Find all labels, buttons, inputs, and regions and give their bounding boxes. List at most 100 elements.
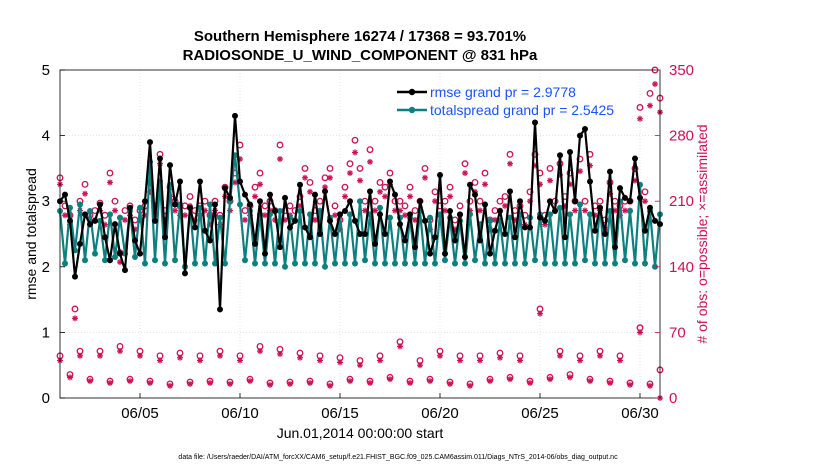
rmse-point [527,224,533,231]
rmse-point [367,188,373,195]
rmse-point [637,194,643,201]
y-axis-left: 0 1 2 3 4 5 [42,62,65,407]
obs-assimilated-point [217,352,223,359]
totalspread-point [542,260,548,267]
obs-possible-point [641,188,649,196]
totalspread-point [202,260,208,267]
obs-assimilated-point [347,170,353,177]
obs-assimilated-point [227,380,233,387]
rmse-point [232,112,238,119]
rmse-point [462,253,468,260]
rmse-point [467,181,473,188]
rmse-point [112,221,118,228]
totalspread-point [172,257,178,264]
obs-assimilated-point [367,158,373,165]
totalspread-point [342,260,348,267]
obs-assimilated-point [82,190,88,197]
obs-assimilated-point [537,310,543,317]
rmse-point [312,191,318,198]
rmse-point [347,198,353,205]
totalspread-point [372,260,378,267]
totalspread-point [142,260,148,267]
totalspread-point [312,260,318,267]
obs-assimilated-point [197,357,203,364]
rmse-point [362,231,368,237]
rmse-point [317,231,323,237]
obs-assimilated-point [377,357,383,364]
totalspread-point [217,214,223,221]
x-tick-label: 06/20 [421,405,459,422]
x-tick-label: 06/05 [121,405,159,422]
obs-assimilated-point [107,179,113,186]
obs-assimilated-point [167,382,173,389]
obs-assimilated-point [637,115,643,122]
obs-assimilated-point [287,380,293,387]
obs-assimilated-point [382,193,388,200]
totalspread-point [62,260,68,267]
totalspread-point [412,260,418,267]
rmse-point [352,217,358,224]
rmse-point [387,178,393,185]
obs-possible-point [401,202,409,210]
obs-possible-point [501,193,509,200]
totalspread-point [612,260,618,267]
obs-possible-point [366,146,374,154]
totalspread-point [207,201,213,208]
rmse-point [92,217,98,224]
rmse-point [127,204,133,211]
rmse-point [252,240,258,247]
totalspread-point [492,260,498,267]
rmse-point [62,191,68,198]
rmse-point [147,139,153,146]
rmse-point [292,217,298,224]
legend: rmse grand pr = 2.9778 totalspread grand… [397,84,614,118]
totalspread-point [592,260,598,267]
rmse-point [392,191,398,198]
obs-possible-point [526,188,534,196]
obs-assimilated-point [587,378,593,385]
obs-possible-point [476,197,484,205]
obs-assimilated-point [247,378,253,385]
rmse-point [647,204,653,211]
y-left-tick-label: 5 [42,62,50,79]
obs-assimilated-point [357,362,363,369]
obs-assimilated-point [447,380,453,387]
rmse-point [377,211,383,218]
obs-possible-point [456,202,464,210]
obs-assimilated-point [327,174,333,181]
obs-possible-point [646,89,654,97]
obs-possible-point [376,179,384,186]
y-right-tick-label: 210 [669,193,694,210]
obs-assimilated-point [597,352,603,359]
rmse-point [547,198,553,205]
rmse-point [407,211,413,218]
totalspread-point [332,260,338,267]
rmse-point [152,217,158,224]
rmse-point [277,244,283,251]
totalspread-point [487,217,493,224]
rmse-point [67,217,73,224]
rmse-point [167,162,173,169]
totalspread-point [507,214,513,221]
legend-rmse-label: rmse grand pr = 2.9778 [430,84,576,100]
obs-possible-point [71,305,79,313]
obs-assimilated-point [322,184,328,191]
rmse-point [552,208,558,215]
totalspread-point [92,250,98,257]
rmse-point [332,231,338,237]
obs-assimilated-point [242,216,248,223]
rmse-point [177,178,183,185]
obs-assimilated-point [547,177,553,184]
rmse-point [267,191,273,198]
totalspread-point [377,204,383,211]
totalspread-point [522,260,528,267]
rmse-point [602,231,608,237]
rmse-point [497,208,503,215]
obs-assimilated-point [157,357,163,364]
obs-assimilated-point [367,380,373,387]
obs-assimilated-point [277,350,283,357]
y-right-tick-label: 70 [669,324,686,341]
totalspread-point [352,260,358,267]
obs-possible-point [546,164,554,172]
